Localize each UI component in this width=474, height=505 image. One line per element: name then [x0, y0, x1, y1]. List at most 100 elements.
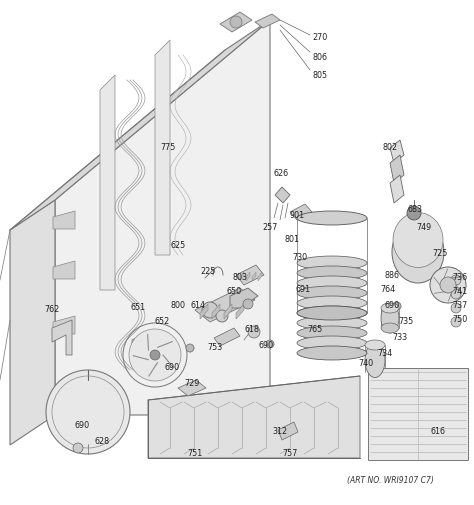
Ellipse shape — [297, 256, 367, 270]
Text: 762: 762 — [45, 306, 60, 315]
Circle shape — [451, 303, 461, 313]
Text: 691: 691 — [295, 285, 310, 294]
Polygon shape — [246, 272, 250, 281]
Polygon shape — [230, 288, 258, 308]
Text: 805: 805 — [312, 72, 328, 80]
Ellipse shape — [381, 303, 399, 333]
Polygon shape — [148, 376, 360, 458]
Polygon shape — [163, 355, 173, 368]
Circle shape — [407, 206, 421, 220]
Text: 806: 806 — [312, 54, 328, 63]
Text: 800: 800 — [171, 301, 185, 311]
Text: 257: 257 — [262, 224, 278, 232]
Text: 651: 651 — [130, 304, 146, 313]
Text: 616: 616 — [430, 428, 446, 436]
Polygon shape — [214, 328, 240, 346]
Ellipse shape — [297, 266, 367, 280]
Text: 626: 626 — [273, 170, 289, 178]
Circle shape — [129, 329, 181, 381]
Polygon shape — [236, 265, 264, 285]
Text: 765: 765 — [307, 326, 323, 334]
Text: 741: 741 — [453, 287, 467, 296]
Polygon shape — [290, 204, 312, 220]
Circle shape — [202, 302, 218, 318]
Polygon shape — [157, 341, 173, 347]
Polygon shape — [178, 380, 206, 396]
Polygon shape — [195, 288, 255, 322]
Ellipse shape — [297, 211, 367, 225]
Ellipse shape — [297, 296, 367, 310]
Circle shape — [243, 299, 253, 309]
Circle shape — [46, 370, 130, 454]
Text: 753: 753 — [207, 343, 223, 352]
Polygon shape — [240, 272, 244, 281]
Text: 725: 725 — [432, 249, 447, 259]
Polygon shape — [133, 356, 148, 360]
Text: 225: 225 — [201, 268, 216, 277]
Ellipse shape — [297, 306, 367, 320]
Ellipse shape — [297, 326, 367, 340]
Text: 614: 614 — [191, 301, 206, 311]
Circle shape — [73, 443, 83, 453]
Text: 652: 652 — [155, 318, 170, 327]
Polygon shape — [53, 316, 75, 334]
Circle shape — [230, 16, 242, 28]
Text: 803: 803 — [233, 274, 247, 282]
Polygon shape — [236, 304, 244, 319]
Text: 801: 801 — [284, 235, 300, 244]
Text: (ART NO. WRI9107 C7): (ART NO. WRI9107 C7) — [346, 476, 433, 484]
Polygon shape — [258, 272, 262, 281]
Ellipse shape — [365, 342, 385, 378]
Ellipse shape — [297, 276, 367, 290]
Polygon shape — [390, 155, 404, 183]
Polygon shape — [149, 363, 157, 376]
Text: 625: 625 — [170, 241, 186, 250]
Circle shape — [451, 275, 461, 285]
Text: 690: 690 — [74, 422, 90, 430]
Polygon shape — [100, 75, 115, 290]
Circle shape — [393, 302, 401, 310]
Text: 730: 730 — [292, 254, 308, 263]
Ellipse shape — [297, 306, 367, 320]
Text: 734: 734 — [377, 349, 392, 359]
Text: 690: 690 — [258, 341, 273, 350]
Ellipse shape — [393, 213, 443, 268]
Circle shape — [266, 340, 274, 348]
Circle shape — [430, 267, 466, 303]
Text: 270: 270 — [312, 33, 328, 42]
Text: 618: 618 — [245, 326, 259, 334]
Text: 886: 886 — [384, 271, 400, 279]
Ellipse shape — [381, 303, 399, 313]
Circle shape — [313, 325, 323, 335]
Polygon shape — [390, 175, 404, 203]
Polygon shape — [212, 304, 220, 319]
Circle shape — [451, 317, 461, 327]
Text: 683: 683 — [408, 206, 422, 215]
Polygon shape — [224, 304, 232, 319]
Ellipse shape — [381, 323, 399, 333]
Text: 650: 650 — [227, 287, 242, 296]
Circle shape — [451, 289, 461, 299]
Ellipse shape — [297, 336, 367, 350]
Text: 690: 690 — [384, 301, 400, 311]
Polygon shape — [55, 20, 270, 415]
Text: 757: 757 — [283, 449, 298, 459]
Polygon shape — [53, 261, 75, 279]
Circle shape — [150, 350, 160, 360]
Circle shape — [248, 326, 260, 338]
Polygon shape — [278, 422, 298, 440]
Polygon shape — [252, 272, 256, 281]
Polygon shape — [53, 211, 75, 229]
Text: 737: 737 — [452, 301, 468, 311]
Ellipse shape — [297, 316, 367, 330]
Polygon shape — [200, 304, 208, 319]
Polygon shape — [147, 334, 148, 350]
Text: 312: 312 — [273, 428, 288, 436]
Text: 729: 729 — [184, 379, 200, 388]
Text: 764: 764 — [381, 285, 396, 294]
Polygon shape — [275, 187, 290, 203]
Ellipse shape — [392, 221, 444, 283]
Text: 735: 735 — [398, 318, 414, 327]
Text: 740: 740 — [358, 360, 374, 369]
Polygon shape — [10, 200, 55, 445]
